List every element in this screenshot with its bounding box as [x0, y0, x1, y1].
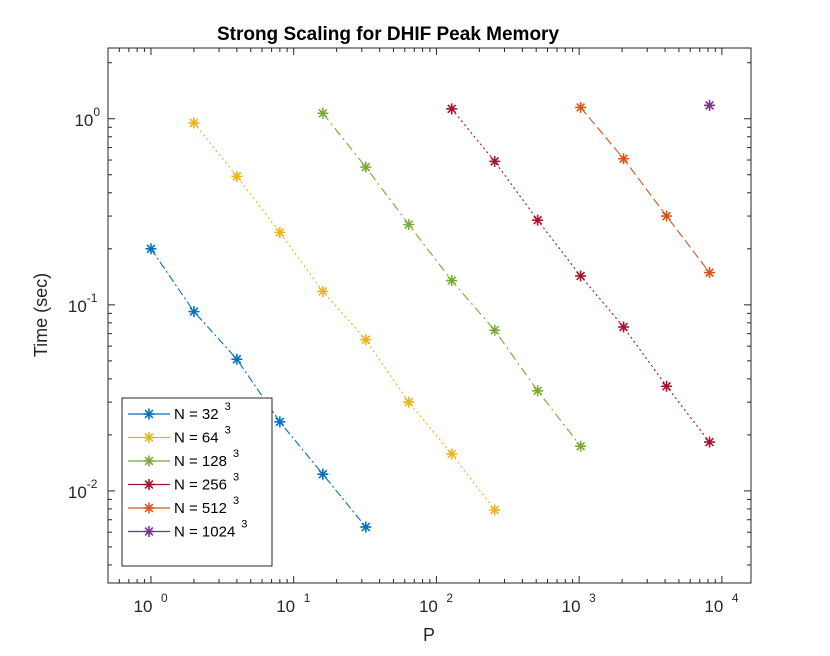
- data-point: [618, 153, 630, 165]
- legend-label: N = 64: [174, 430, 219, 447]
- y-axis-label: Time (sec): [31, 273, 51, 357]
- data-point: [532, 214, 544, 226]
- data-point: [575, 101, 587, 113]
- legend-marker: [143, 502, 155, 514]
- legend-label: N = 128: [174, 453, 227, 470]
- data-point: [231, 353, 243, 365]
- y-tick-exponent: -1: [87, 291, 98, 305]
- axis-ticks: 10 0 10 1 10 2 10 3 10 410 -210 -110 0: [68, 48, 751, 616]
- legend-label: N = 256: [174, 477, 227, 494]
- x-tick-exponent: 0: [161, 591, 168, 605]
- data-point: [618, 321, 630, 333]
- legend-item: N = 1024 3: [128, 519, 247, 541]
- legend-exponent: 3: [233, 495, 239, 507]
- legend-marker: [143, 526, 155, 537]
- data-point: [317, 468, 329, 480]
- series-line: [193, 122, 496, 511]
- series-1: [145, 243, 372, 533]
- series-3: [317, 107, 587, 452]
- series-2: [188, 117, 501, 516]
- data-point: [661, 380, 673, 392]
- x-tick-label: 10: [134, 597, 153, 616]
- legend-exponent: 3: [241, 519, 247, 531]
- y-tick-label: 10: [68, 483, 87, 502]
- legend-marker: [143, 455, 155, 467]
- legend-item: N = 128 3: [128, 448, 239, 470]
- x-tick-label: 10: [704, 597, 723, 616]
- legend-exponent: 3: [225, 425, 231, 437]
- data-point: [704, 436, 716, 448]
- x-axis-label: P: [423, 625, 435, 645]
- data-point: [360, 334, 372, 346]
- data-point: [274, 226, 286, 238]
- data-point: [489, 504, 501, 516]
- data-point: [403, 219, 415, 231]
- data-point: [661, 210, 673, 222]
- data-point: [704, 99, 716, 111]
- data-point: [704, 267, 716, 279]
- legend-exponent: 3: [225, 401, 231, 413]
- y-tick-exponent: 0: [93, 105, 100, 119]
- legend-item: N = 512 3: [128, 495, 239, 517]
- y-tick-label: 10: [74, 111, 93, 130]
- data-point: [145, 243, 157, 255]
- legend-exponent: 3: [233, 472, 239, 484]
- data-point: [446, 448, 458, 460]
- data-point: [446, 103, 458, 115]
- data-point: [532, 385, 544, 397]
- data-point: [317, 285, 329, 297]
- x-tick-label: 10: [276, 597, 295, 616]
- data-point: [188, 306, 200, 318]
- legend-exponent: 3: [233, 448, 239, 460]
- y-tick-exponent: -2: [87, 477, 98, 491]
- data-point: [575, 440, 587, 452]
- series-layer: [145, 99, 716, 533]
- data-point: [317, 107, 329, 119]
- data-point: [360, 521, 372, 533]
- data-point: [575, 270, 587, 282]
- x-tick-label: 10: [419, 597, 438, 616]
- chart-title: Strong Scaling for DHIF Peak Memory: [217, 24, 559, 45]
- legend-item: N = 256 3: [128, 472, 239, 494]
- data-point: [446, 275, 458, 287]
- data-point: [489, 324, 501, 336]
- legend-item: N = 32 3: [128, 401, 231, 423]
- legend-marker: [143, 432, 155, 443]
- legend-marker: [143, 479, 155, 490]
- x-tick-exponent: 2: [446, 591, 453, 605]
- x-tick-exponent: 4: [732, 591, 739, 605]
- x-tick-exponent: 1: [304, 591, 311, 605]
- series-4: [446, 103, 716, 448]
- legend-label: N = 32: [174, 406, 219, 423]
- legend-marker: [143, 408, 155, 420]
- data-point: [188, 117, 200, 129]
- y-tick-label: 10: [68, 297, 87, 316]
- series-line: [150, 248, 367, 528]
- legend: N = 32 3N = 64 3N = 128 3N = 256 3N = 512 3N …: [121, 397, 273, 567]
- legend-label: N = 1024: [174, 524, 235, 541]
- data-point: [274, 416, 286, 428]
- x-tick-label: 10: [562, 597, 581, 616]
- series-5: [575, 101, 716, 279]
- data-point: [231, 170, 243, 182]
- data-point: [403, 396, 415, 408]
- series-6: [704, 99, 716, 111]
- data-point: [489, 155, 501, 167]
- series-line: [580, 107, 710, 273]
- legend-label: N = 512: [174, 500, 227, 517]
- data-point: [360, 161, 372, 173]
- legend-item: N = 64 3: [128, 425, 231, 447]
- x-tick-exponent: 3: [589, 591, 596, 605]
